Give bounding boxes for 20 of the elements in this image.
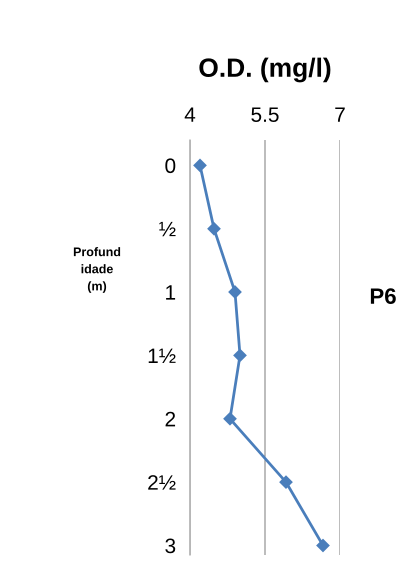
- point: [279, 476, 293, 489]
- x-tick-label: 7: [335, 107, 345, 122]
- text: P6: [370, 288, 396, 304]
- point: [233, 348, 247, 362]
- y-tick-label: 2½: [148, 475, 176, 490]
- y-axis-title: Profund idade (m): [74, 247, 120, 293]
- point: [207, 222, 221, 236]
- y-tick-label: ½: [159, 222, 176, 236]
- point: [316, 538, 330, 552]
- y-tick-label: 1½: [148, 348, 176, 363]
- chart-title: O.D. (mg/l): [199, 58, 330, 82]
- y-tick-label: 0: [165, 158, 176, 174]
- y-tick-label: 2: [166, 412, 176, 426]
- x-tick-label: 5.5: [251, 107, 279, 122]
- point: [228, 285, 242, 299]
- point: [193, 158, 207, 172]
- x-tick-label: 4: [184, 107, 196, 122]
- point: [223, 412, 237, 426]
- y-tick-label: 3: [165, 538, 176, 554]
- y-tick-label: 1: [166, 285, 176, 300]
